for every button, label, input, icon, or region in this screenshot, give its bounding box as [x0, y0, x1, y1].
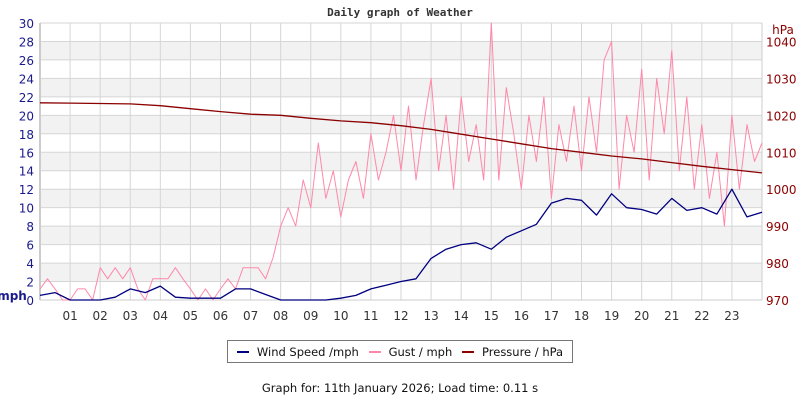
y-tick-right: 1040 [766, 35, 797, 49]
y-tick-right: 1010 [766, 146, 797, 160]
x-tick: 11 [363, 309, 378, 323]
y-tick-left: 8 [26, 220, 34, 234]
x-tick: 07 [243, 309, 258, 323]
x-tick: 23 [724, 309, 739, 323]
x-tick: 04 [153, 309, 168, 323]
legend-item-gust: Gust / mph [368, 344, 453, 359]
y-tick-left: 28 [19, 35, 34, 49]
x-tick: 10 [333, 309, 348, 323]
y-tick-left: 0 [26, 294, 34, 308]
wind-speed-line [39, 188, 763, 301]
legend-item-pressure: Pressure / hPa [462, 345, 563, 359]
x-tick: 18 [574, 309, 589, 323]
y-tick-left: 12 [19, 183, 34, 197]
gust-line [39, 22, 763, 301]
legend-label: Wind Speed /mph [256, 344, 359, 359]
y-tick-left: 20 [19, 109, 34, 123]
weather-chart: Daily graph of Weather 02468101214161820… [0, 6, 797, 323]
y-tick-left: 2 [26, 276, 34, 290]
legend-label: Pressure / hPa [482, 344, 564, 359]
y-tick-left: 6 [26, 239, 34, 253]
y-tick-left: 30 [19, 17, 34, 31]
x-tick: 19 [604, 309, 619, 323]
x-tick: 12 [393, 309, 408, 323]
x-tick: 06 [213, 309, 228, 323]
pressure-line [39, 102, 763, 174]
x-tick: 03 [123, 309, 138, 323]
y-tick-left: 24 [19, 72, 34, 86]
wind-swatch [236, 350, 249, 353]
x-tick: 05 [183, 309, 198, 323]
x-tick: 01 [62, 309, 77, 323]
left-axis-label: mph [0, 289, 27, 303]
legend-item-wind: Wind Speed /mph [236, 344, 359, 359]
y-tick-right: 970 [766, 294, 789, 308]
gust-swatch [368, 350, 381, 353]
y-tick-left: 16 [19, 146, 34, 160]
y-tick-left: 18 [19, 128, 34, 142]
y-tick-left: 26 [19, 54, 34, 68]
x-tick: 02 [93, 309, 108, 323]
x-tick: 09 [303, 309, 318, 323]
y-tick-left: 14 [19, 165, 34, 179]
legend-label: Gust / mph [388, 344, 453, 359]
right-axis-label: hPa [772, 23, 794, 37]
x-tick: 17 [544, 309, 559, 323]
y-tick-left: 4 [26, 257, 34, 271]
y-tick-right: 1020 [766, 109, 797, 123]
chart-title: Daily graph of Weather [327, 6, 473, 19]
y-tick-left: 10 [19, 202, 34, 216]
x-tick: 21 [664, 309, 679, 323]
x-tick: 20 [634, 309, 649, 323]
x-tick: 14 [454, 309, 469, 323]
x-tick: 16 [514, 309, 529, 323]
y-tick-right: 1030 [766, 72, 797, 86]
x-tick: 22 [694, 309, 709, 323]
y-tick-right: 1000 [766, 183, 797, 197]
footer-text: Graph for: 11th January 2026; Load time:… [261, 381, 539, 395]
x-tick: 08 [273, 309, 288, 323]
y-tick-right: 990 [766, 220, 789, 234]
x-tick: 15 [484, 309, 499, 323]
legend: Wind Speed /mph Gust / mph Pressure / hP… [227, 340, 573, 363]
pressure-swatch [462, 350, 475, 353]
y-tick-left: 22 [19, 91, 34, 105]
y-tick-right: 980 [766, 257, 789, 271]
x-tick: 13 [423, 309, 438, 323]
